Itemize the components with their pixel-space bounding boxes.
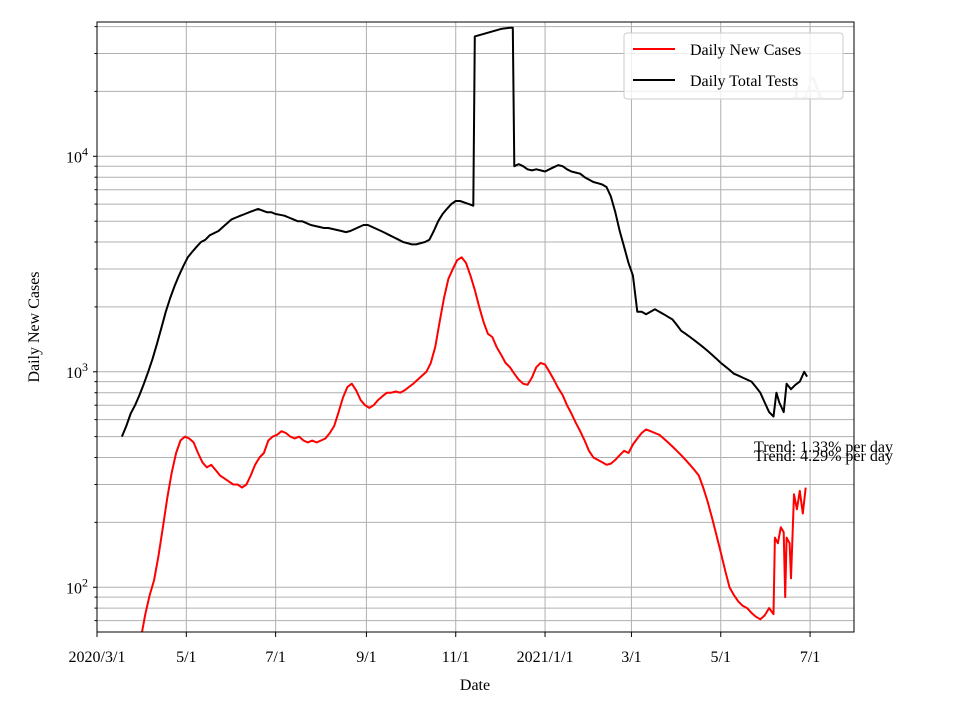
x-axis: 2020/3/1 5/1 7/1 9/1 11/1 2021/1/1 3/1 5/1 7/1 [69, 632, 820, 666]
legend: Daily New Cases Daily Total Tests [623, 32, 844, 100]
x-tick-label: 3/1 [621, 649, 641, 666]
trend-annotation-2: Trend: 4.29% per day [754, 448, 893, 465]
y-tick-label: 104 [66, 144, 88, 166]
plot-frame [96, 21, 855, 633]
y-axis: 102 103 104 [66, 144, 97, 597]
x-tick-label: 7/1 [265, 649, 285, 666]
x-tick-label: 11/1 [442, 649, 470, 666]
y-axis-label: Daily New Cases [26, 271, 43, 382]
legend-label-daily-total-tests: Daily Total Tests [690, 73, 798, 90]
y-tick-label: 103 [66, 360, 88, 382]
series-line-daily-new-cases [141, 256, 807, 632]
x-tick-label: 9/1 [356, 649, 376, 666]
x-tick-label: 2020/3/1 [69, 649, 126, 666]
series-line-daily-total-tests [120, 26, 808, 437]
y-tick-label: 102 [66, 575, 88, 597]
x-axis-label: Date [460, 677, 490, 694]
x-tick-label: 2021/1/1 [517, 649, 574, 666]
trend-annotation-1: Trend: 1.33% per day [754, 439, 893, 456]
legend-label-daily-new-cases: Daily New Cases [690, 42, 801, 59]
x-tick-label: 7/1 [800, 649, 820, 666]
x-grid [96, 22, 811, 632]
y-major-grid [97, 155, 854, 588]
x-tick-label: 5/1 [711, 649, 731, 666]
x-tick-label: 5/1 [176, 649, 196, 666]
legend-box [623, 32, 844, 100]
series-layer [120, 26, 808, 632]
